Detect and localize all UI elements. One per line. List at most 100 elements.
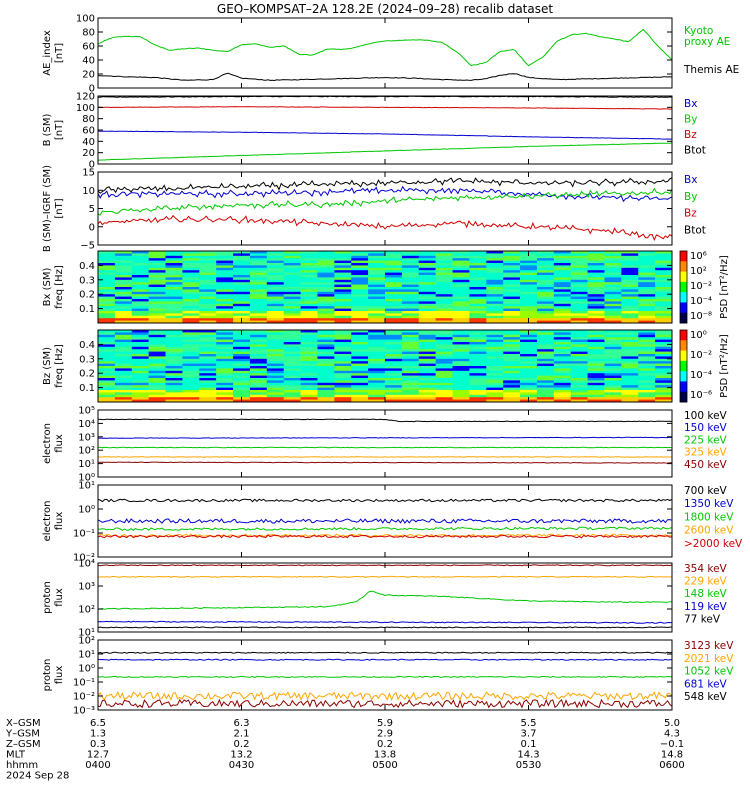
heatmap-cell [452,363,470,367]
heatmap-cell [283,361,301,364]
heatmap-cell [199,251,217,254]
heatmap-cell [216,361,234,364]
heatmap-cell [401,311,420,314]
heatmap-cell [249,313,268,317]
heatmap-cell [283,299,301,302]
heatmap-cell [435,260,453,264]
heatmap-cell [604,332,622,336]
heatmap-cell [199,346,217,350]
series-line-pflux1-2 [97,590,672,610]
heatmap-cell [199,320,217,324]
heatmap-cell [604,287,622,290]
heatmap-cell [216,349,234,352]
heatmap-cell [300,303,318,307]
heatmap-cell [368,390,386,393]
heatmap-cell [148,306,166,309]
heatmap-cell [165,378,183,381]
heatmap-cell [520,370,538,374]
heatmap-cell [570,287,588,290]
panel-frame [97,484,673,558]
heatmap-cell [655,385,673,388]
heatmap-cell [553,279,571,283]
heatmap-cell [317,313,335,317]
heatmap-cell [317,334,335,338]
heatmap-cell [486,380,504,384]
heatmap-cell [435,339,453,343]
heatmap-cell [317,385,335,388]
heatmap-cell [638,255,656,259]
heatmap-cell [266,282,284,285]
heatmap-cell [604,260,622,264]
heatmap-cell [587,394,605,398]
heatmap-cell [553,339,571,343]
legend-pflux1-0: 354 keV [684,563,728,575]
heatmap-cell [351,397,369,400]
heatmap-cell [486,390,504,393]
heatmap-cell [385,363,403,367]
colorbar-label: PSD [nT²/Hz] [719,255,730,319]
heatmap-cell [283,358,301,362]
heatmap-cell [98,397,116,400]
legend-eflux2-1: 1350 keV [684,498,734,510]
y-tick-label: 0.1 [79,383,95,394]
heatmap-cell [334,251,352,254]
x-row-value: 0400 [85,760,110,771]
heatmap-cell [114,270,133,273]
series-line-ae-1 [97,72,673,82]
heatmap-cell [148,342,166,345]
heatmap-cell [199,301,217,305]
heatmap-cell [486,349,504,352]
legend-bigrf-0: Bx [684,174,697,186]
heatmap-cell [165,394,183,398]
heatmap-cell [401,308,420,312]
heatmap-cell [300,296,318,300]
heatmap-cell [148,291,166,295]
heatmap-cell [283,308,301,312]
heatmap-cell [98,267,116,271]
heatmap-cell [114,303,133,307]
heatmap-cell [401,277,420,281]
heatmap-cell [452,265,470,269]
heatmap-cell [334,260,352,264]
heatmap-cell [300,382,318,386]
heatmap-cell [199,339,217,343]
heatmap-cell [418,349,436,352]
heatmap-cell [199,370,217,374]
heatmap-cell [621,263,639,266]
heatmap-cell [216,344,234,348]
heatmap-cell [351,258,369,261]
heatmap-cell [98,263,116,266]
heatmap-cell [165,382,183,386]
x-row-value: 0600 [659,760,684,771]
heatmap-cell [165,265,183,269]
heatmap-cell [300,306,318,309]
heatmap-cell [469,330,487,333]
heatmap-cell [486,255,504,259]
heatmap-cell [385,318,403,321]
heatmap-cell [182,289,200,293]
heatmap-cell [114,263,133,266]
y-tick-label: 10² [78,636,95,647]
heatmap-cell [368,277,386,281]
heatmap-cell [182,342,200,345]
heatmap-cell [165,296,183,300]
heatmap-cell [570,373,588,376]
y-tick-label: 10¹ [78,459,95,470]
heatmap-cell [503,358,521,362]
heatmap-cell [114,272,133,276]
heatmap-cell [317,306,335,309]
heatmap-cell [570,253,588,257]
heatmap-cell [216,255,234,259]
heatmap-cell [182,251,200,254]
heatmap-cell [300,332,318,336]
heatmap-cell [486,361,504,364]
heatmap-cell [452,311,470,314]
heatmap-cell [621,330,639,333]
heatmap-cell [604,296,622,300]
heatmap-cell [249,315,268,319]
heatmap-cell [216,320,234,324]
heatmap-cell [249,356,268,360]
heatmap-cell [621,306,639,309]
y-tick-label: 20 [82,70,95,81]
heatmap-cell [334,299,352,302]
